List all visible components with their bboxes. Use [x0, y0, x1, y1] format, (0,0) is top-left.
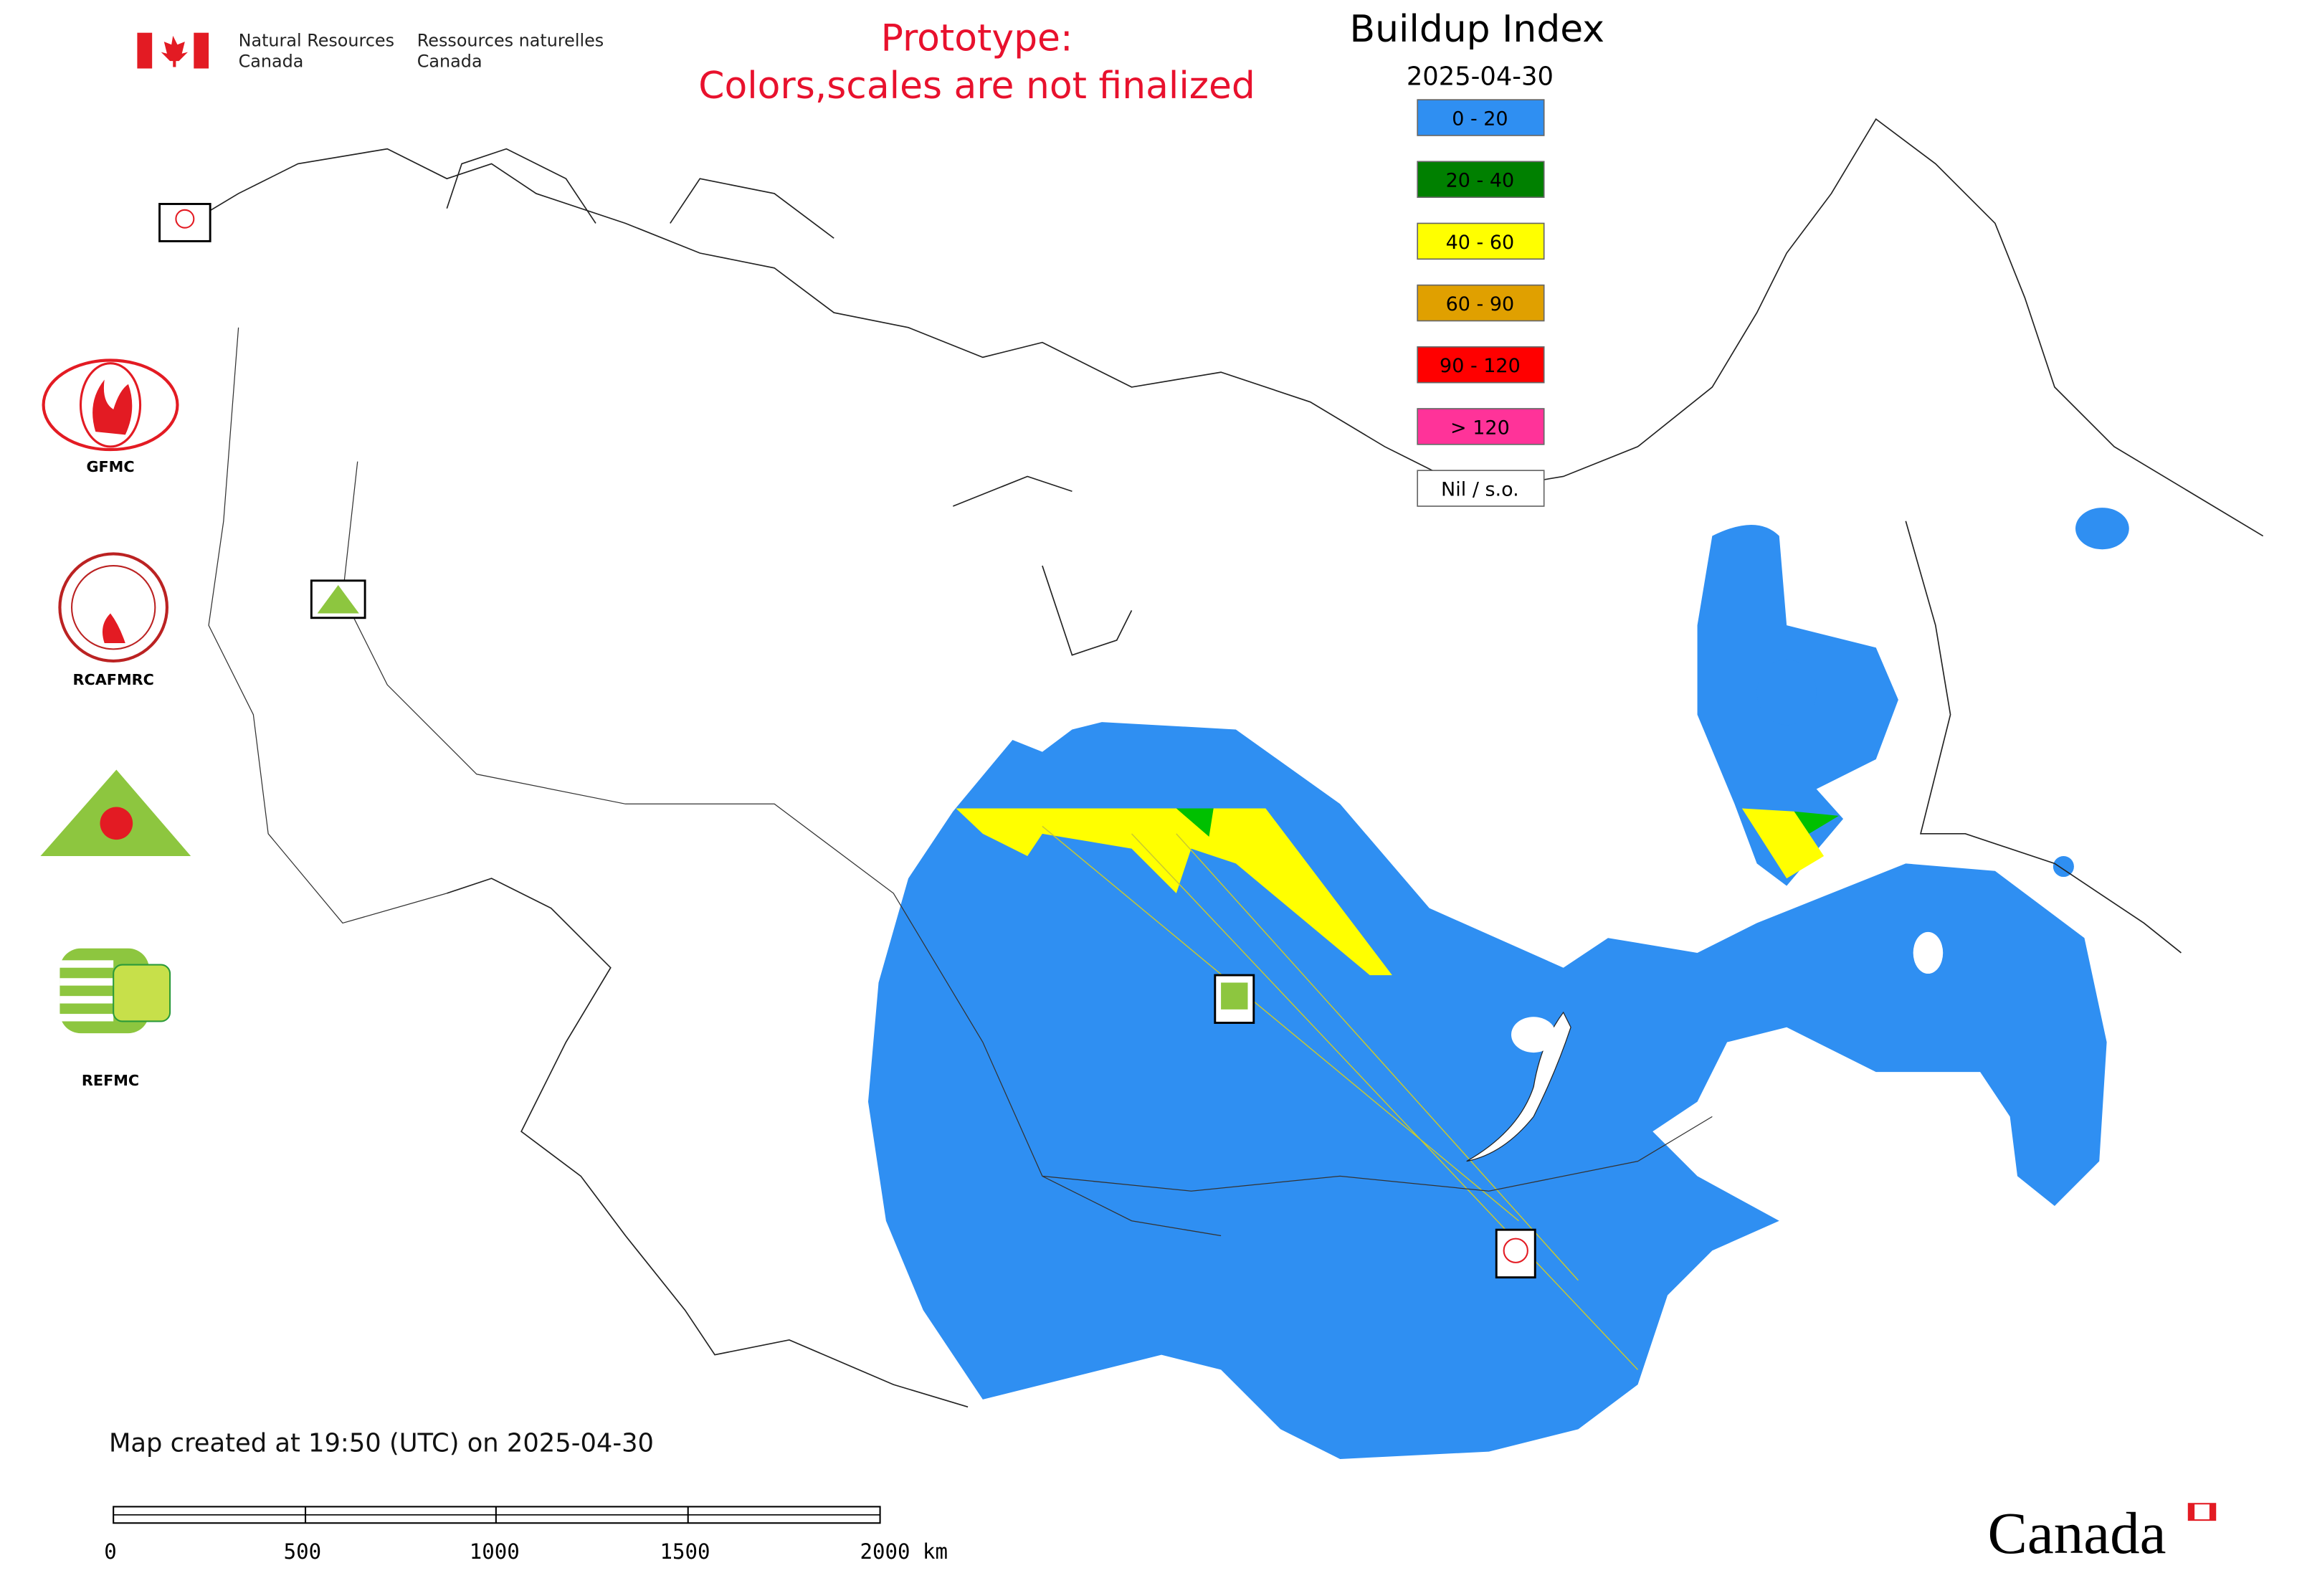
- bui-streaks: [1042, 825, 1639, 1370]
- lake: [1511, 1017, 1556, 1053]
- scale-label: 1000: [470, 1539, 520, 1564]
- logo-label: RCAFMRC: [73, 671, 154, 688]
- coastline: [446, 148, 1133, 656]
- legend-label: 0 - 20: [1452, 108, 1508, 130]
- lake: [1682, 1108, 1713, 1139]
- nrcan-signature: Natural Resources Canada Ressources natu…: [137, 30, 604, 71]
- logo-label: REFMC: [82, 1072, 139, 1089]
- scale-bar: [113, 1506, 881, 1524]
- legend-swatch: [1417, 408, 1545, 445]
- map-created: Map created at 19:50 (UTC) on 2025-04-30: [109, 1429, 654, 1458]
- canada-wordmark: Canada: [1987, 1500, 2217, 1566]
- partner-logos: GFMC RCAFMRC REFMC: [40, 358, 191, 1089]
- legend-label: 90 - 120: [1440, 355, 1521, 377]
- lake: [1913, 931, 1944, 974]
- legend-swatch: [1417, 222, 1545, 260]
- scale-label: 1500: [660, 1539, 710, 1564]
- dept-fr: Canada: [417, 51, 482, 71]
- coastline: [447, 878, 969, 1408]
- border: [208, 327, 1713, 1237]
- legend-swatch: [1417, 470, 1545, 507]
- bui-streaks: [1741, 808, 1825, 879]
- coastline: [163, 118, 2264, 537]
- bui-region: [2053, 855, 2074, 878]
- legend-label: Nil / s.o.: [1441, 478, 1519, 500]
- bui-region: [2075, 508, 2129, 550]
- legend-label: 40 - 60: [1446, 232, 1515, 254]
- scale-label: 0: [104, 1539, 117, 1564]
- dept-en: Natural Resources: [239, 30, 394, 50]
- dept-en: Canada: [239, 51, 304, 71]
- legend-label: > 120: [1450, 417, 1510, 439]
- legend-date: 2025-04-30: [1407, 62, 1554, 91]
- legend-title: Buildup Index: [1349, 8, 1604, 51]
- bui-region: [1756, 659, 1817, 726]
- legend-swatch: [1417, 99, 1545, 136]
- legend-swatch: [1417, 284, 1545, 322]
- legend-label: 20 - 40: [1446, 170, 1515, 192]
- wordmark: Canada: [1987, 1500, 2166, 1566]
- dept-fr: Ressources naturelles: [417, 30, 604, 50]
- notice: Prototype:: [881, 17, 1073, 60]
- scale-label: 500: [284, 1539, 322, 1564]
- legend-swatch: [1417, 161, 1545, 198]
- bui-streaks: [956, 808, 1392, 976]
- bui-region: [867, 722, 2107, 1459]
- legend-label: 60 - 90: [1446, 293, 1515, 315]
- logo-label: GFMC: [86, 458, 134, 475]
- map-area: [867, 508, 2129, 1459]
- scale-label: 2000 km: [860, 1539, 948, 1564]
- legend-swatch: [1417, 346, 1545, 384]
- station-markers: [158, 203, 1536, 1279]
- coastline: [1905, 521, 2182, 954]
- scale-labels: 0 500 1000 1500 2000 km: [104, 1539, 948, 1564]
- legend: Buildup Index 2025-04-30 0 - 20 20 - 40 40…: [1349, 8, 1604, 507]
- notice: Colors,scales are not finalized: [698, 65, 1255, 108]
